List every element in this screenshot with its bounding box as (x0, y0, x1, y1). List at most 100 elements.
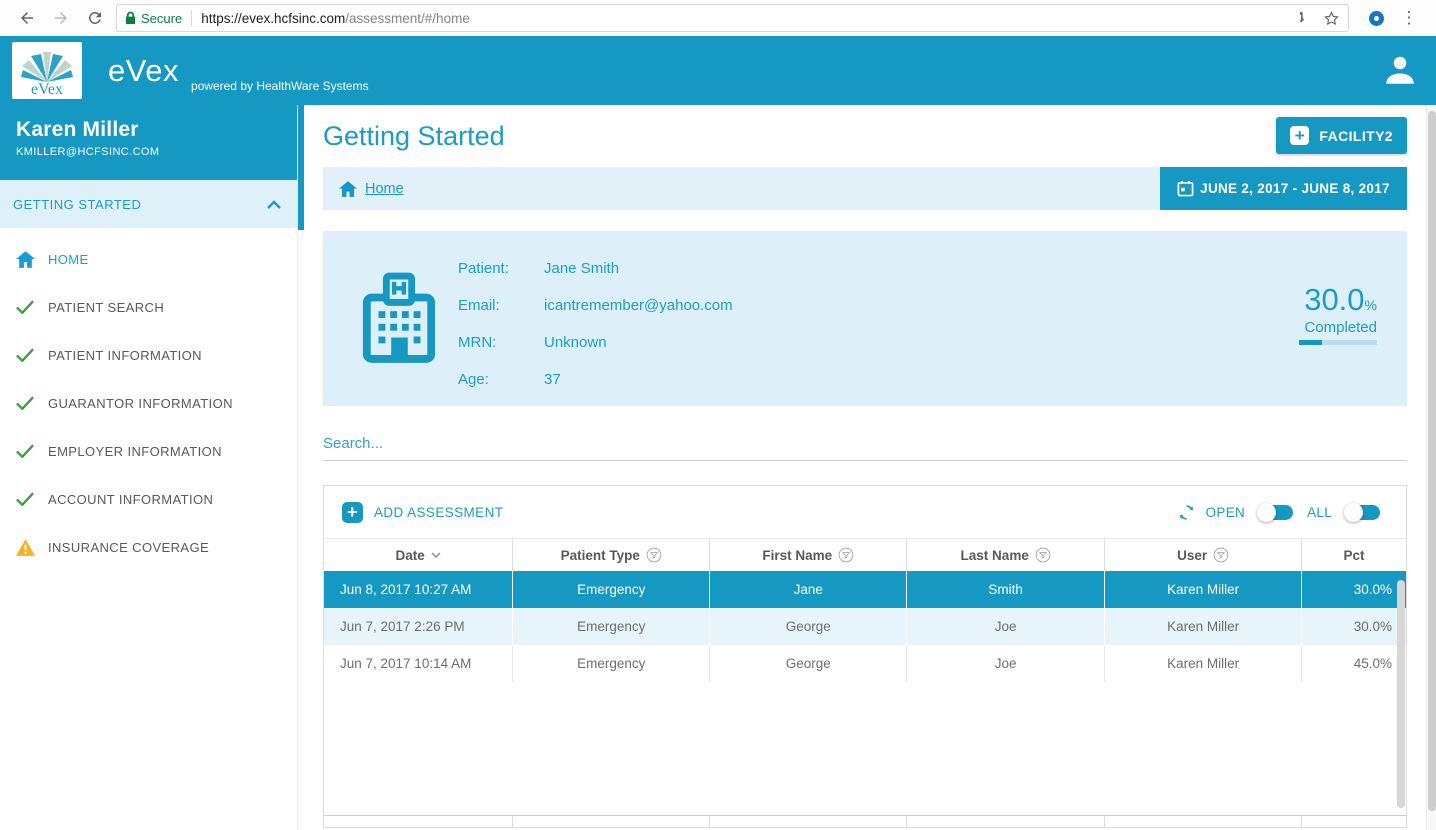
assessments-table-card: + ADD ASSESSMENT OPEN ALL Date Patien (323, 485, 1407, 828)
sidebar-item-label: EMPLOYER INFORMATION (48, 444, 222, 459)
bookmark-star-icon[interactable] (1323, 10, 1340, 27)
sidebar-item-label: ACCOUNT INFORMATION (48, 492, 213, 507)
breadcrumb-home-link[interactable]: Home (365, 181, 404, 197)
url-text: https://evex.hcfsinc.com/assessment/#/ho… (201, 11, 1295, 26)
all-toggle-label: ALL (1307, 505, 1332, 520)
sidebar-item-label: PATIENT SEARCH (48, 300, 164, 315)
sidebar-item-guarantor-information[interactable]: GUARANTOR INFORMATION (0, 379, 297, 427)
mrn-label: MRN: (458, 334, 544, 351)
column-header-date[interactable]: Date (324, 539, 513, 571)
sidebar-item-patient-information[interactable]: PATIENT INFORMATION (0, 331, 297, 379)
password-key-icon[interactable] (1295, 11, 1309, 25)
cell-last-name: Joe (907, 645, 1105, 682)
age-value: 37 (544, 371, 561, 388)
account-icon[interactable] (1378, 48, 1422, 97)
open-toggle[interactable] (1259, 505, 1293, 520)
column-header-first-name[interactable]: First Name (710, 539, 907, 571)
column-header-last-name[interactable]: Last Name (907, 539, 1105, 571)
user-email: KMILLER@HCFSINC.COM (16, 146, 281, 158)
cell-last-name: Smith (907, 571, 1105, 608)
url-separator (191, 10, 192, 26)
sidebar-item-patient-search[interactable]: PATIENT SEARCH (0, 283, 297, 331)
check-icon (15, 444, 35, 458)
patient-name-value: Jane Smith (544, 260, 619, 277)
address-bar[interactable]: Secure https://evex.hcfsinc.com/assessme… (116, 4, 1349, 32)
cell-date: Jun 7, 2017 2:26 PM (324, 608, 513, 645)
mrn-value: Unknown (544, 334, 607, 351)
cell-user: Karen Miller (1105, 608, 1302, 645)
check-icon (15, 348, 35, 362)
email-label: Email: (458, 297, 544, 314)
cell-user: Karen Miller (1105, 645, 1302, 682)
app-header: eVex eVex powered by HealthWare Systems (0, 36, 1436, 105)
check-icon (15, 396, 35, 410)
patient-info: Patient:Jane Smith Email:icantremember@y… (458, 250, 733, 398)
search-input[interactable] (323, 435, 1407, 452)
browser-menu-icon[interactable]: ⋮ (1392, 4, 1426, 32)
sidebar-item-label: INSURANCE COVERAGE (48, 540, 209, 555)
secure-label: Secure (141, 11, 182, 26)
toggle-knob (1344, 503, 1363, 522)
table-row[interactable]: Jun 7, 2017 10:14 AM Emergency George Jo… (324, 645, 1406, 682)
all-toggle[interactable] (1346, 505, 1380, 520)
toggle-knob (1257, 503, 1276, 522)
sidebar-item-insurance-coverage[interactable]: INSURANCE COVERAGE (0, 523, 297, 571)
filter-icon[interactable] (1213, 547, 1229, 563)
home-icon (15, 251, 35, 268)
sidebar-section-getting-started[interactable]: GETTING STARTED (0, 180, 297, 228)
completion-summary: 30.0% Completed (1299, 284, 1377, 345)
cell-pct: 45.0% (1302, 645, 1406, 682)
table-filters: OPEN ALL (1177, 503, 1384, 522)
sidebar-item-account-information[interactable]: ACCOUNT INFORMATION (0, 475, 297, 523)
cell-first-name: Jane (710, 571, 907, 608)
evex-logo[interactable]: eVex (12, 42, 82, 99)
column-header-pct[interactable]: Pct (1302, 539, 1406, 571)
user-name: Karen Miller (16, 118, 281, 142)
page-title: Getting Started (323, 105, 1407, 152)
sidebar-item-employer-information[interactable]: EMPLOYER INFORMATION (0, 427, 297, 475)
sidebar-item-label: GUARANTOR INFORMATION (48, 396, 233, 411)
check-icon (15, 300, 35, 314)
evex-flower-icon (21, 49, 73, 83)
sidebar-item-label: HOME (48, 252, 89, 267)
cell-patient-type: Emergency (513, 608, 710, 645)
completion-progress-fill (1299, 340, 1322, 345)
table-scrollbar[interactable] (1397, 580, 1405, 808)
plus-icon: + (1290, 126, 1309, 145)
forward-icon[interactable] (44, 4, 78, 32)
sidebar-section-label: GETTING STARTED (13, 197, 141, 212)
sidebar-user-block: Karen Miller KMILLER@HCFSINC.COM (0, 105, 297, 180)
chevron-up-icon (267, 200, 281, 209)
facility-button-label: FACILITY2 (1319, 128, 1393, 144)
page-scrollbar[interactable] (1426, 105, 1436, 830)
back-icon[interactable] (10, 4, 44, 32)
sidebar-item-home[interactable]: HOME (0, 235, 297, 283)
filter-icon[interactable] (838, 547, 854, 563)
sidebar: Karen Miller KMILLER@HCFSINC.COM GETTING… (0, 105, 297, 830)
completion-progress-track (1299, 340, 1377, 345)
facility-button[interactable]: + FACILITY2 (1276, 117, 1407, 154)
filter-icon[interactable] (646, 547, 662, 563)
refresh-icon[interactable] (1177, 503, 1196, 522)
date-range-button[interactable]: JUNE 2, 2017 - JUNE 8, 2017 (1160, 167, 1407, 210)
reload-icon[interactable] (78, 4, 112, 32)
search-bar (323, 435, 1407, 461)
table-row[interactable]: Jun 8, 2017 10:27 AM Emergency Jane Smit… (324, 571, 1406, 608)
add-assessment-button[interactable]: + ADD ASSESSMENT (342, 502, 503, 523)
cell-first-name: George (710, 645, 907, 682)
cell-patient-type: Emergency (513, 571, 710, 608)
cell-first-name: George (710, 608, 907, 645)
cell-pct: 30.0% (1302, 608, 1406, 645)
evex-logo-text: eVex (31, 83, 63, 97)
cell-patient-type: Emergency (513, 645, 710, 682)
cell-date: Jun 8, 2017 10:27 AM (324, 571, 513, 608)
table-row[interactable]: Jun 7, 2017 2:26 PM Emergency George Joe… (324, 608, 1406, 645)
open-toggle-label: OPEN (1206, 505, 1245, 520)
add-assessment-label: ADD ASSESSMENT (374, 505, 503, 520)
brand-name: eVex (108, 53, 179, 89)
extension-icon[interactable] (1369, 11, 1384, 26)
secure-badge: Secure (125, 11, 182, 26)
filter-icon[interactable] (1035, 547, 1051, 563)
column-header-patient-type[interactable]: Patient Type (513, 539, 710, 571)
column-header-user[interactable]: User (1105, 539, 1302, 571)
